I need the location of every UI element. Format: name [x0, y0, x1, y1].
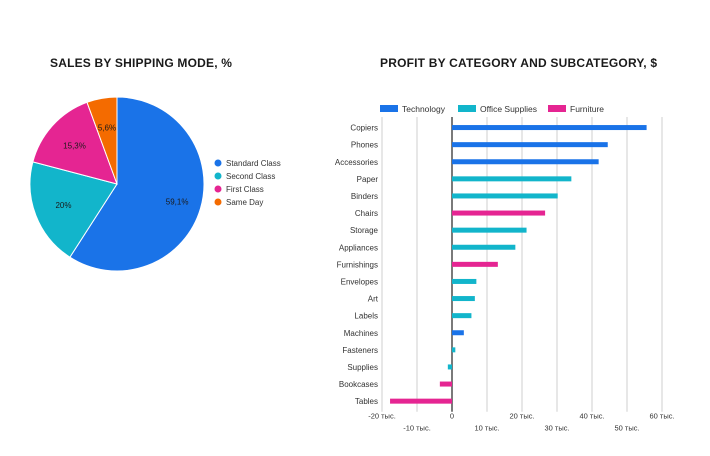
pie-data-label: 20%: [55, 201, 71, 210]
legend-label: First Class: [226, 185, 264, 194]
bar-storage: [452, 227, 527, 233]
category-label: Appliances: [339, 243, 378, 252]
bar-copiers: [452, 125, 647, 131]
bar-chart-title: PROFIT BY CATEGORY AND SUBCATEGORY, $: [380, 56, 658, 70]
bar-supplies: [447, 364, 452, 370]
x-tick-label: 50 тыс.: [614, 424, 639, 433]
category-label: Binders: [351, 192, 378, 201]
legend-label: Second Class: [226, 172, 275, 181]
category-label: Accessories: [335, 158, 378, 167]
category-label: Supplies: [347, 363, 378, 372]
legend-label: Technology: [402, 104, 446, 114]
legend-marker: [214, 185, 222, 193]
bar-art: [452, 296, 475, 302]
pie-slice-second-class: [29, 161, 118, 258]
x-tick-label: 0: [450, 412, 454, 421]
legend-swatch: [458, 105, 476, 112]
bar-accessories: [452, 159, 599, 165]
x-tick-label: 60 тыс.: [649, 412, 674, 421]
bar-tables: [390, 398, 452, 404]
legend-marker: [214, 159, 222, 167]
x-tick-label: -20 тыс.: [368, 412, 396, 421]
legend-marker: [214, 198, 222, 206]
legend-swatch: [548, 105, 566, 112]
bar-fasteners: [452, 347, 456, 353]
category-label: Bookcases: [339, 380, 378, 389]
pie-chart: 59,1% 20% 15,3% 5,6% Standard Class Second Cl…: [29, 96, 281, 272]
category-label: Phones: [351, 141, 378, 150]
legend-label: Office Supplies: [480, 104, 537, 114]
legend-label: Furniture: [570, 104, 604, 114]
x-tick-label: 10 тыс.: [474, 424, 499, 433]
x-tick-label: 40 тыс.: [579, 412, 604, 421]
legend-label: Standard Class: [226, 159, 281, 168]
bar-bookcases: [439, 381, 452, 387]
bar-envelopes: [452, 278, 477, 284]
bar-appliances: [452, 244, 516, 250]
legend-swatch: [380, 105, 398, 112]
category-label: Paper: [357, 175, 379, 184]
pie-data-label: 15,3%: [63, 141, 86, 150]
bar-chairs: [452, 210, 546, 216]
pie-slice-first-class: [32, 101, 118, 185]
category-label: Copiers: [350, 124, 378, 133]
pie-chart-title: SALES BY SHIPPING MODE, %: [50, 56, 233, 70]
category-label: Labels: [354, 312, 378, 321]
category-label: Art: [368, 295, 379, 304]
category-label: Storage: [350, 226, 379, 235]
category-label: Envelopes: [341, 277, 378, 286]
bar-machines: [452, 330, 464, 336]
bar-binders: [452, 193, 558, 199]
category-label: Furnishings: [337, 260, 378, 269]
x-tick-label: 20 тыс.: [509, 412, 534, 421]
bar-furnishings: [452, 261, 498, 267]
pie-slice-same-day: [86, 96, 118, 185]
bar-labels: [452, 313, 472, 319]
bar-phones: [452, 142, 608, 148]
bar-chart: Technology Office Supplies Furniture Copier…: [335, 104, 675, 433]
pie-data-label: 5,6%: [98, 123, 116, 132]
pie-slice-standard-class: [69, 96, 205, 272]
category-label: Tables: [355, 397, 378, 406]
category-label: Chairs: [355, 209, 378, 218]
category-label: Fasteners: [342, 346, 378, 355]
category-label: Machines: [344, 329, 378, 338]
x-tick-label: -10 тыс.: [403, 424, 431, 433]
legend-label: Same Day: [226, 198, 263, 207]
legend-marker: [214, 172, 222, 180]
bar-paper: [452, 176, 572, 182]
x-tick-label: 30 тыс.: [544, 424, 569, 433]
pie-data-label: 59,1%: [166, 198, 189, 207]
